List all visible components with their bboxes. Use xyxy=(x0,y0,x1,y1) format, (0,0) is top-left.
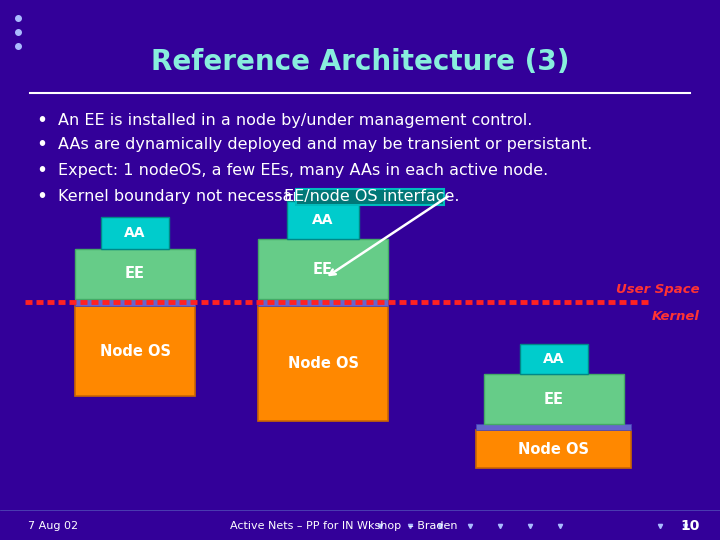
Text: •: • xyxy=(37,136,48,154)
Text: An EE is installed in a node by/under management control.: An EE is installed in a node by/under ma… xyxy=(58,112,532,127)
FancyBboxPatch shape xyxy=(75,306,195,396)
FancyBboxPatch shape xyxy=(75,249,195,299)
Text: •: • xyxy=(37,111,48,130)
FancyBboxPatch shape xyxy=(484,374,624,424)
FancyBboxPatch shape xyxy=(287,201,359,239)
FancyBboxPatch shape xyxy=(258,239,388,299)
FancyBboxPatch shape xyxy=(520,344,588,374)
Text: Node OS: Node OS xyxy=(518,442,589,456)
Text: AAs are dynamically deployed and may be transient or persistant.: AAs are dynamically deployed and may be … xyxy=(58,138,593,152)
FancyBboxPatch shape xyxy=(476,430,631,468)
Text: EE: EE xyxy=(544,392,564,407)
Text: Expect: 1 nodeOS, a few EEs, many AAs in each active node.: Expect: 1 nodeOS, a few EEs, many AAs in… xyxy=(58,163,548,178)
Text: User Space: User Space xyxy=(616,284,700,296)
FancyBboxPatch shape xyxy=(476,424,631,430)
FancyBboxPatch shape xyxy=(75,299,195,306)
FancyBboxPatch shape xyxy=(101,217,169,249)
Text: Active Nets – PP for IN Wkshop  – Braden: Active Nets – PP for IN Wkshop – Braden xyxy=(230,521,457,531)
Text: Kernel: Kernel xyxy=(652,309,700,322)
FancyBboxPatch shape xyxy=(258,299,388,306)
Text: EE: EE xyxy=(313,261,333,276)
Text: AA: AA xyxy=(125,226,145,240)
Text: •: • xyxy=(37,187,48,206)
Text: Reference Architecture (3): Reference Architecture (3) xyxy=(150,48,570,76)
Text: Node OS: Node OS xyxy=(99,343,171,359)
FancyBboxPatch shape xyxy=(297,189,444,205)
Text: EE/node OS interface.: EE/node OS interface. xyxy=(284,190,459,205)
Text: 10: 10 xyxy=(680,519,700,533)
Text: Kernel boundary not necessarily at: Kernel boundary not necessarily at xyxy=(58,190,344,205)
Text: •: • xyxy=(37,160,48,179)
Text: AA: AA xyxy=(543,352,564,366)
Text: EE: EE xyxy=(125,267,145,281)
Text: 7 Aug 02: 7 Aug 02 xyxy=(28,521,78,531)
FancyBboxPatch shape xyxy=(258,306,388,421)
Text: Node OS: Node OS xyxy=(287,356,359,371)
Text: AA: AA xyxy=(312,213,334,227)
